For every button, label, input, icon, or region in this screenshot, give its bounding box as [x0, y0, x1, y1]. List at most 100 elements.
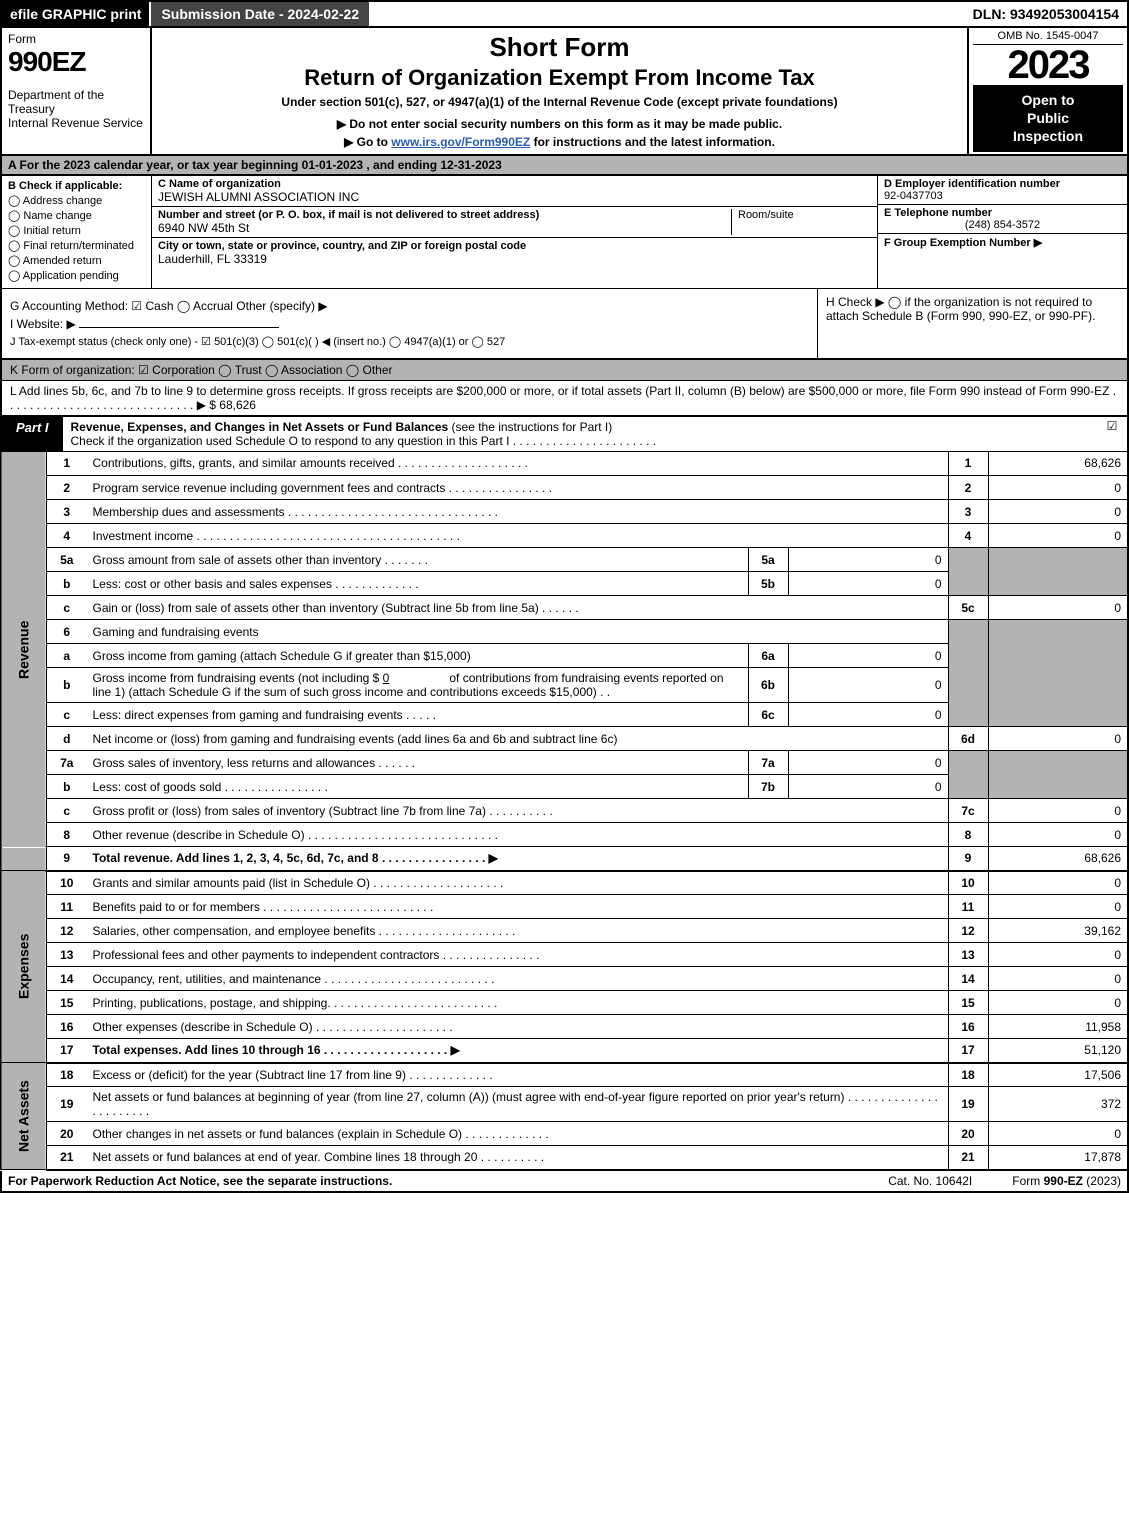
- l5a-num: 5a: [47, 548, 87, 572]
- line-10: Expenses 10 Grants and similar amounts p…: [1, 871, 1128, 895]
- l20-boxn: 20: [948, 1122, 988, 1146]
- l6d-boxn: 6d: [948, 727, 988, 751]
- header-right: OMB No. 1545-0047 2023 Open to Public In…: [967, 28, 1127, 154]
- line-3: 3 Membership dues and assessments . . . …: [1, 500, 1128, 524]
- line-9: 9 Total revenue. Add lines 1, 2, 3, 4, 5…: [1, 847, 1128, 871]
- room-suite: Room/suite: [731, 209, 871, 235]
- side-blank-9: [1, 847, 47, 871]
- org-addr-row: Number and street (or P. O. box, if mail…: [152, 207, 877, 238]
- l4-boxn: 4: [948, 524, 988, 548]
- l14-boxn: 14: [948, 967, 988, 991]
- l6-desc: Gaming and fundraising events: [87, 620, 949, 644]
- line-6: 6 Gaming and fundraising events: [1, 620, 1128, 644]
- l9-boxv: 68,626: [988, 847, 1128, 871]
- part-1-check[interactable]: ☑: [1097, 417, 1127, 451]
- line-12: 12 Salaries, other compensation, and emp…: [1, 919, 1128, 943]
- l6a-desc: Gross income from gaming (attach Schedul…: [87, 644, 749, 668]
- l17-boxv: 51,120: [988, 1039, 1128, 1063]
- l10-desc: Grants and similar amounts paid (list in…: [87, 871, 949, 895]
- part-1-tab: Part I: [2, 417, 63, 451]
- l8-num: 8: [47, 823, 87, 847]
- org-addr: 6940 NW 45th St: [158, 221, 731, 235]
- l6c-desc: Less: direct expenses from gaming and fu…: [87, 703, 749, 727]
- org-city-row: City or town, state or province, country…: [152, 238, 877, 268]
- org-name-row: C Name of organization JEWISH ALUMNI ASS…: [152, 176, 877, 207]
- l11-boxv: 0: [988, 895, 1128, 919]
- side-label-netassets: Net Assets: [1, 1063, 47, 1170]
- cb-name-change[interactable]: ◯ Name change: [8, 209, 145, 222]
- l14-num: 14: [47, 967, 87, 991]
- l6b-num: b: [47, 668, 87, 703]
- l12-desc: Salaries, other compensation, and employ…: [87, 919, 949, 943]
- l6c-num: c: [47, 703, 87, 727]
- l17-num: 17: [47, 1039, 87, 1063]
- l6c-subn: 6c: [748, 703, 788, 727]
- line-2: 2 Program service revenue including gove…: [1, 476, 1128, 500]
- line-17: 17 Total expenses. Add lines 10 through …: [1, 1039, 1128, 1063]
- l18-desc: Excess or (deficit) for the year (Subtra…: [87, 1063, 949, 1087]
- l18-boxn: 18: [948, 1063, 988, 1087]
- line-14: 14 Occupancy, rent, utilities, and maint…: [1, 967, 1128, 991]
- cb-application-pending-label: Application pending: [23, 270, 119, 282]
- l5c-num: c: [47, 596, 87, 620]
- l5c-boxn: 5c: [948, 596, 988, 620]
- irs-label: Internal Revenue Service: [8, 116, 144, 130]
- tel-value: (248) 854-3572: [884, 219, 1121, 231]
- l7c-desc: Gross profit or (loss) from sales of inv…: [87, 799, 949, 823]
- cb-application-pending[interactable]: ◯ Application pending: [8, 269, 145, 282]
- l2-num: 2: [47, 476, 87, 500]
- l21-boxv: 17,878: [988, 1146, 1128, 1170]
- l15-boxv: 0: [988, 991, 1128, 1015]
- line-11: 11 Benefits paid to or for members . . .…: [1, 895, 1128, 919]
- cb-address-change[interactable]: ◯ Address change: [8, 194, 145, 207]
- l1-num: 1: [47, 452, 87, 476]
- line-8: 8 Other revenue (describe in Schedule O)…: [1, 823, 1128, 847]
- efile-print-label[interactable]: efile GRAPHIC print: [2, 2, 149, 26]
- open-to-public-box: Open to Public Inspection: [973, 85, 1123, 152]
- cb-final-return[interactable]: ◯ Final return/terminated: [8, 239, 145, 252]
- l12-boxn: 12: [948, 919, 988, 943]
- l13-boxv: 0: [988, 943, 1128, 967]
- tel-label: E Telephone number: [884, 207, 1121, 219]
- l11-desc: Benefits paid to or for members . . . . …: [87, 895, 949, 919]
- l7b-num: b: [47, 775, 87, 799]
- website-label: I Website: ▶: [10, 317, 76, 331]
- l17-boxn: 17: [948, 1039, 988, 1063]
- l17-desc: Total expenses. Add lines 10 through 16 …: [87, 1039, 949, 1063]
- ein-label: D Employer identification number: [884, 178, 1121, 190]
- l6c-subv: 0: [788, 703, 948, 727]
- line-5c: c Gain or (loss) from sale of assets oth…: [1, 596, 1128, 620]
- part-1-title-rest: (see the instructions for Part I): [448, 420, 612, 434]
- accounting-method: G Accounting Method: ☑ Cash ◯ Accrual Ot…: [10, 299, 809, 313]
- l3-boxn: 3: [948, 500, 988, 524]
- l5c-desc: Gain or (loss) from sale of assets other…: [87, 596, 949, 620]
- l15-boxn: 15: [948, 991, 988, 1015]
- form-header: Form 990EZ Department of the Treasury In…: [0, 28, 1129, 156]
- cb-amended-return[interactable]: ◯ Amended return: [8, 254, 145, 267]
- l2-boxn: 2: [948, 476, 988, 500]
- cb-initial-return[interactable]: ◯ Initial return: [8, 224, 145, 237]
- l2-desc: Program service revenue including govern…: [87, 476, 949, 500]
- instruction-1: ▶ Do not enter social security numbers o…: [160, 117, 959, 131]
- l7b-subn: 7b: [748, 775, 788, 799]
- l4-boxv: 0: [988, 524, 1128, 548]
- irs-link[interactable]: www.irs.gov/Form990EZ: [391, 135, 530, 149]
- website-underline: [79, 327, 279, 328]
- l20-num: 20: [47, 1122, 87, 1146]
- l4-num: 4: [47, 524, 87, 548]
- ein-row: D Employer identification number 92-0437…: [878, 176, 1127, 205]
- l5b-num: b: [47, 572, 87, 596]
- org-name: JEWISH ALUMNI ASSOCIATION INC: [158, 190, 871, 204]
- l1-boxn: 1: [948, 452, 988, 476]
- l21-num: 21: [47, 1146, 87, 1170]
- header-left: Form 990EZ Department of the Treasury In…: [2, 28, 152, 154]
- l19-boxv: 372: [988, 1087, 1128, 1122]
- group-exemption-row: F Group Exemption Number ▶: [878, 234, 1127, 288]
- l8-desc: Other revenue (describe in Schedule O) .…: [87, 823, 949, 847]
- line-13: 13 Professional fees and other payments …: [1, 943, 1128, 967]
- instruction-2: ▶ Go to www.irs.gov/Form990EZ for instru…: [160, 135, 959, 149]
- l7c-boxn: 7c: [948, 799, 988, 823]
- part-1-title-bold: Revenue, Expenses, and Changes in Net As…: [71, 420, 449, 434]
- website-line: I Website: ▶: [10, 317, 809, 331]
- cb-initial-return-label: Initial return: [23, 225, 80, 237]
